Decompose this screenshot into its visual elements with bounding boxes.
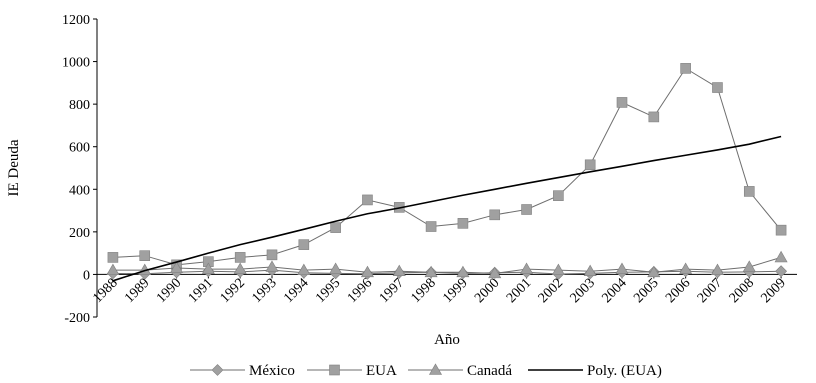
x-tick-label: 1993 <box>249 276 279 306</box>
data-point-canada <box>329 262 343 274</box>
x-tick-label: 2003 <box>568 276 598 306</box>
data-point-canada <box>679 262 693 274</box>
data-point-eua <box>553 190 564 201</box>
x-axis-title: Año <box>434 332 460 348</box>
data-point-canada <box>551 263 565 275</box>
data-point-canada <box>583 264 597 277</box>
legend-label: Poly. (EUA) <box>587 363 662 379</box>
x-tick-label: 2004 <box>599 276 629 306</box>
legend: México EUA Canadá Poly. (EUA) <box>190 363 662 379</box>
data-point-eua <box>489 209 501 221</box>
series-eua <box>107 63 787 271</box>
x-tick-label: 1994 <box>281 276 311 306</box>
x-tick-label: 1996 <box>345 276 375 306</box>
data-point-mexico <box>775 265 788 278</box>
y-axis-title: IE Deuda <box>6 139 22 196</box>
data-point-canada <box>456 265 470 278</box>
legend-marker <box>329 364 340 376</box>
data-point-eua <box>266 249 278 261</box>
data-point-eua <box>234 252 246 263</box>
data-point-eua <box>680 63 691 74</box>
data-point-eua <box>521 204 532 215</box>
series-canada <box>106 250 788 279</box>
y-tick-label: 600 <box>69 141 90 156</box>
data-point-eua <box>584 159 596 171</box>
data-point-canada <box>233 262 247 274</box>
series-line-eua <box>112 67 782 266</box>
x-tick-label: 2002 <box>536 276 566 306</box>
legend-item-eua: EUA <box>307 363 397 379</box>
data-point-canada <box>520 262 534 274</box>
x-tick-label: 2005 <box>631 276 661 306</box>
series-line-mexico <box>112 269 782 275</box>
legend-item-mexico: México <box>190 363 295 379</box>
data-point-canada <box>710 263 724 275</box>
data-point-canada <box>424 265 438 278</box>
legend-label: México <box>249 363 295 379</box>
x-tick-label: 2007 <box>695 276 725 306</box>
y-tick-label: 400 <box>69 183 90 198</box>
x-tick-label: 2001 <box>504 276 534 306</box>
data-point-eua <box>425 221 437 232</box>
data-point-eua <box>712 82 723 93</box>
x-tick-label: 1998 <box>409 276 439 306</box>
series <box>106 63 788 282</box>
x-tick-label: 2009 <box>759 276 789 306</box>
data-point-canada <box>774 250 788 263</box>
data-point-eua <box>648 111 660 123</box>
x-tick-label: 2006 <box>663 276 693 306</box>
data-point-eua <box>616 97 628 108</box>
y-tick-label: 0 <box>83 268 90 283</box>
x-tick-labels: 1988 1989 1990 1991 1992 1993 1994 1995 1996 1997… <box>90 276 789 306</box>
y-tick-label: -200 <box>64 311 90 326</box>
y-tick-labels: -200 0 200 400 600 800 1000 1200 <box>62 13 90 326</box>
x-tick-label: 1999 <box>440 276 470 306</box>
data-point-canada <box>615 262 629 274</box>
legend-label: Canadá <box>467 363 512 379</box>
series-line-canada <box>112 256 782 274</box>
data-point-canada <box>265 260 279 272</box>
data-point-canada <box>488 266 502 279</box>
x-tick-label: 1997 <box>377 276 407 306</box>
data-point-eua <box>139 250 151 261</box>
data-point-canada <box>201 262 215 274</box>
legend-label: EUA <box>366 363 397 379</box>
x-tick-label: 2000 <box>472 276 502 306</box>
x-tick-label: 1995 <box>313 276 343 306</box>
data-point-eua <box>107 252 119 263</box>
x-tick-label: 2008 <box>727 276 757 306</box>
x-tick-label: 1990 <box>154 276 184 306</box>
y-tick-label: 800 <box>69 98 90 113</box>
data-point-eua <box>330 222 341 233</box>
data-point-canada <box>647 265 661 278</box>
y-tick-label: 1200 <box>62 13 90 28</box>
data-point-canada <box>742 260 756 272</box>
data-point-eua <box>362 194 373 206</box>
data-point-canada <box>170 261 184 273</box>
legend-marker <box>211 364 224 376</box>
data-point-eua <box>457 218 469 229</box>
series-poly-eua <box>112 135 782 282</box>
series-line-poly-eua <box>112 135 782 282</box>
data-point-canada <box>392 264 406 277</box>
x-tick-label: 1992 <box>218 276 248 306</box>
x-tick-label: 1991 <box>186 276 216 306</box>
data-point-eua <box>743 186 755 197</box>
y-tick-label: 200 <box>69 226 90 241</box>
legend-item-canada: Canadá <box>408 363 512 379</box>
data-point-eua <box>298 239 310 250</box>
data-point-eua <box>775 224 787 236</box>
x-tick-label: 1989 <box>122 276 152 306</box>
legend-marker <box>428 363 443 375</box>
data-point-canada <box>297 263 311 275</box>
data-point-canada <box>360 265 374 278</box>
y-tick-label: 1000 <box>62 56 90 71</box>
legend-item-poly-eua: Poly. (EUA) <box>528 363 662 379</box>
data-point-canada <box>106 263 120 275</box>
